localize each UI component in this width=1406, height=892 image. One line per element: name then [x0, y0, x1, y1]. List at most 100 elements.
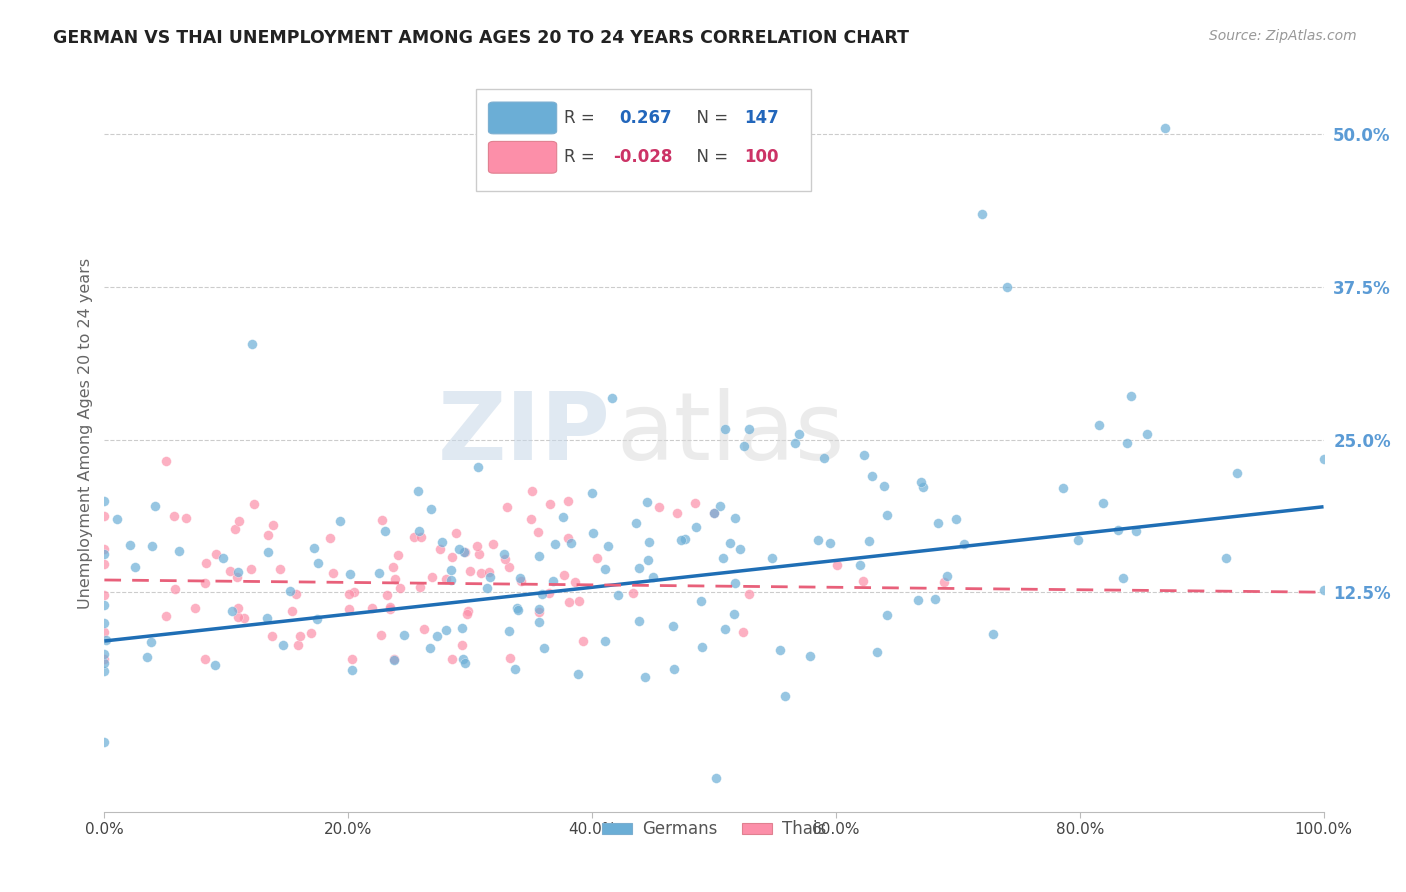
Point: [467, 460, 489, 475]
Point: [666, 506, 689, 520]
Point: [876, 508, 898, 522]
Point: [1125, 524, 1147, 538]
Point: [637, 553, 659, 567]
Point: [232, 611, 254, 625]
Point: [907, 592, 929, 607]
Point: [1052, 481, 1074, 495]
Point: [93, 588, 115, 602]
Point: [683, 496, 706, 510]
Point: [935, 569, 957, 583]
Point: [733, 439, 755, 453]
Point: [529, 606, 551, 620]
Point: [143, 499, 166, 513]
Point: [163, 508, 186, 523]
Point: [174, 510, 197, 524]
Text: 100: 100: [744, 148, 779, 166]
Point: [269, 562, 291, 576]
Point: [465, 539, 488, 553]
Point: [713, 422, 735, 436]
Point: [387, 549, 409, 563]
Point: [703, 506, 725, 520]
Point: [520, 512, 543, 526]
Point: [93, 656, 115, 670]
Point: [627, 615, 650, 629]
Point: [384, 572, 406, 586]
Point: [724, 575, 747, 590]
Point: [141, 539, 163, 553]
Point: [370, 628, 392, 642]
Point: [440, 652, 463, 666]
Point: [685, 520, 707, 534]
Point: [329, 514, 352, 528]
Point: [529, 549, 551, 563]
Point: [557, 531, 579, 545]
Point: [709, 499, 731, 513]
Point: [911, 480, 934, 494]
Point: [503, 661, 526, 675]
Point: [319, 531, 342, 545]
Point: [690, 593, 713, 607]
Point: [194, 575, 217, 590]
Point: [105, 512, 128, 526]
Point: [288, 629, 311, 643]
Point: [738, 422, 761, 436]
Point: [671, 533, 693, 547]
Point: [858, 534, 880, 549]
Point: [285, 587, 308, 601]
Point: [783, 436, 806, 450]
Point: [492, 547, 515, 561]
Point: [378, 599, 401, 614]
Point: [368, 566, 391, 580]
Point: [93, 493, 115, 508]
Point: [382, 653, 405, 667]
Point: [281, 604, 304, 618]
Point: [641, 570, 664, 584]
Point: [607, 589, 630, 603]
Text: -0.028: -0.028: [613, 148, 672, 166]
Point: [738, 587, 761, 601]
Point: [703, 506, 725, 520]
Point: [527, 525, 550, 540]
Point: [1154, 121, 1177, 136]
Point: [93, 542, 115, 557]
Point: [307, 612, 329, 626]
Point: [714, 622, 737, 636]
Text: 147: 147: [744, 109, 779, 127]
Point: [240, 337, 263, 351]
Point: [775, 689, 797, 703]
Point: [470, 566, 492, 580]
Point: [243, 497, 266, 511]
Point: [520, 483, 543, 498]
Point: [453, 544, 475, 558]
Point: [564, 574, 586, 589]
Point: [953, 537, 976, 551]
Point: [593, 562, 616, 576]
Point: [498, 560, 520, 574]
Point: [419, 640, 441, 655]
Point: [995, 280, 1018, 294]
Point: [280, 584, 302, 599]
Point: [1312, 452, 1334, 467]
Point: [478, 570, 501, 584]
Point: [852, 448, 875, 462]
Point: [558, 595, 581, 609]
Point: [568, 593, 591, 607]
Point: [420, 502, 443, 516]
Point: [139, 634, 162, 648]
Point: [704, 771, 727, 785]
Point: [257, 528, 280, 542]
Point: [538, 497, 561, 511]
Point: [440, 573, 463, 587]
Point: [1088, 417, 1111, 432]
Point: [382, 559, 405, 574]
Point: [451, 652, 474, 666]
Text: GERMAN VS THAI UNEMPLOYMENT AMONG AGES 20 TO 24 YEARS CORRELATION CHART: GERMAN VS THAI UNEMPLOYMENT AMONG AGES 2…: [53, 29, 910, 46]
Point: [451, 622, 474, 636]
Point: [945, 512, 967, 526]
Point: [495, 500, 517, 514]
Point: [299, 626, 322, 640]
Point: [342, 584, 364, 599]
Point: [447, 542, 470, 557]
Point: [307, 557, 329, 571]
Point: [342, 663, 364, 677]
